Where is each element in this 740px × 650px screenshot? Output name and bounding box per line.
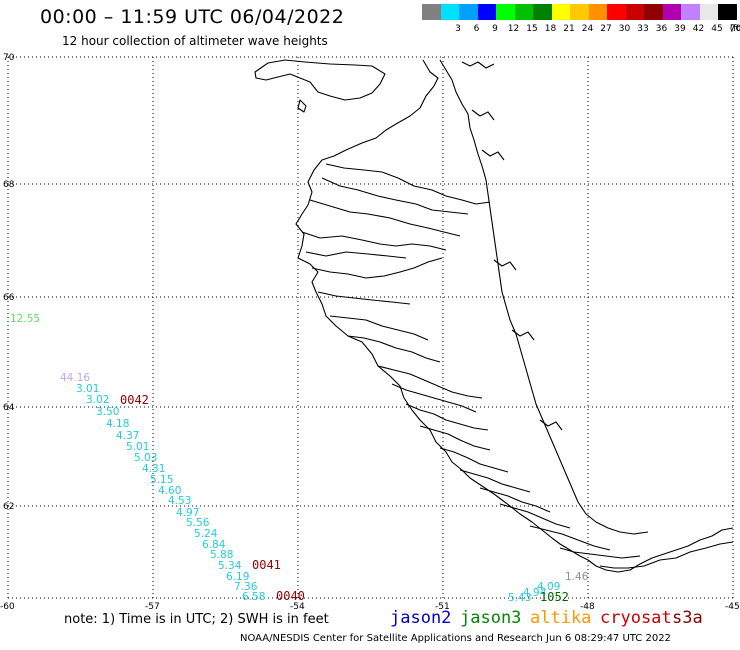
legend-swatch bbox=[662, 4, 682, 20]
lat-label: 68 bbox=[3, 180, 15, 190]
observation-layer: 12.5544.163.013.023.504.184.375.015.034.… bbox=[10, 313, 589, 604]
legend-label: 30 bbox=[618, 24, 631, 34]
swh-value: 4.37 bbox=[116, 430, 139, 442]
legend-swatch bbox=[533, 4, 552, 20]
swh-value: 4.31 bbox=[142, 463, 165, 475]
swh-value: 5.34 bbox=[218, 560, 242, 572]
lon-label: -45 bbox=[725, 602, 740, 612]
disko-island bbox=[254, 59, 386, 101]
legend-swatch bbox=[625, 4, 645, 20]
lon-label: -60 bbox=[0, 602, 15, 612]
page-title: 00:00 – 11:59 UTC 06/04/2022 bbox=[40, 6, 345, 28]
swh-value: 7.36 bbox=[234, 581, 258, 593]
pass-time: 0041 bbox=[252, 558, 281, 572]
legend-label: 39 bbox=[674, 24, 686, 34]
swh-value: 6.58 bbox=[242, 591, 265, 603]
swh-value: 5.15 bbox=[150, 474, 173, 486]
legend-label: 33 bbox=[637, 24, 649, 34]
satellite-s3a: s3a bbox=[672, 608, 703, 628]
legend-swatch bbox=[440, 4, 460, 20]
west-coast bbox=[295, 59, 734, 573]
swh-value: 5.03 bbox=[134, 452, 157, 464]
swh-value: 5.56 bbox=[186, 517, 210, 529]
swh-value: 12.55 bbox=[10, 313, 40, 325]
satellite-jason2: jason2 bbox=[390, 608, 452, 628]
legend-label: 36 bbox=[655, 24, 668, 34]
satellite-altika: altika bbox=[530, 608, 592, 628]
lon-label: -57 bbox=[145, 602, 160, 612]
satellite-jason3: jason3 bbox=[460, 608, 522, 628]
legend-label: 42 bbox=[692, 24, 705, 34]
footer-note: note: 1) Time is in UTC; 2) SWH is in fe… bbox=[64, 612, 329, 627]
lon-label: -51 bbox=[435, 602, 450, 612]
legend-swatch bbox=[718, 4, 737, 20]
lon-label: -48 bbox=[580, 602, 595, 612]
axis-labels: 70 68 66 64 62 -60 -57 -54 -51 -48 -45 bbox=[0, 53, 740, 612]
legend-label: 21 bbox=[563, 24, 575, 34]
legend-label: 24 bbox=[581, 24, 594, 34]
page-subtitle: 12 hour collection of altimeter wave hei… bbox=[62, 34, 328, 48]
legend-label: 45 bbox=[711, 24, 723, 34]
swh-value: 4.18 bbox=[106, 418, 129, 430]
legend-swatch bbox=[477, 4, 497, 20]
swh-value: 44.16 bbox=[60, 372, 90, 384]
legend-swatch bbox=[459, 4, 478, 20]
pass-time: 1052 bbox=[540, 590, 569, 604]
swh-value: 5.24 bbox=[194, 528, 218, 540]
swh-value: 4.09 bbox=[537, 581, 560, 593]
swh-value: 6.19 bbox=[226, 571, 249, 583]
legend-label: 27 bbox=[600, 24, 612, 34]
legend-label: 15 bbox=[526, 24, 538, 34]
legend-label: 18 bbox=[544, 24, 557, 34]
legend-swatch bbox=[644, 4, 663, 20]
legend-swatch bbox=[588, 4, 608, 20]
credit-line: NOAA/NESDIS Center for Satellite Applica… bbox=[240, 633, 671, 644]
legend-swatch bbox=[551, 4, 571, 20]
legend-swatch bbox=[422, 4, 441, 20]
legend-unit: (ft) bbox=[729, 24, 740, 34]
swh-value: 4.97 bbox=[176, 507, 199, 519]
lat-label: 66 bbox=[3, 293, 15, 303]
legend-swatch bbox=[514, 4, 534, 20]
swh-value: 4.94 bbox=[523, 587, 547, 599]
legend-label: 70 bbox=[729, 24, 740, 34]
swh-value: 6.84 bbox=[202, 539, 226, 551]
legend-swatch bbox=[699, 4, 719, 20]
swh-value: 5.43 bbox=[508, 592, 531, 604]
swh-value: 3.01 bbox=[76, 383, 99, 395]
legend-label: 6 bbox=[473, 24, 480, 34]
swh-value: 3.50 bbox=[96, 406, 119, 418]
swh-value: 3.02 bbox=[86, 394, 109, 406]
legend-label: 3 bbox=[455, 24, 461, 34]
greenland-coastline bbox=[254, 59, 734, 573]
legend-swatch bbox=[607, 4, 626, 20]
lat-lon-grid bbox=[7, 56, 734, 599]
legend-label: 12 bbox=[507, 24, 520, 34]
lon-label: -54 bbox=[290, 602, 305, 612]
swh-value: 4.53 bbox=[168, 495, 191, 507]
pass-time: 0042 bbox=[120, 393, 149, 407]
legend-label: 9 bbox=[492, 24, 498, 34]
swh-value: 4.60 bbox=[158, 485, 181, 497]
legend-swatch bbox=[570, 4, 589, 20]
lat-label: 62 bbox=[3, 502, 14, 512]
lat-label: 64 bbox=[3, 403, 15, 413]
legend-swatch bbox=[681, 4, 700, 20]
swh-value: 5.88 bbox=[210, 549, 233, 561]
satellite-cryosat: cryosat bbox=[600, 608, 672, 628]
pass-time: 0040 bbox=[276, 589, 305, 603]
swh-value: 1.46 bbox=[565, 571, 589, 583]
swh-value: 5.01 bbox=[126, 441, 149, 453]
legend-swatch bbox=[496, 4, 515, 20]
lat-label: 70 bbox=[3, 53, 15, 63]
